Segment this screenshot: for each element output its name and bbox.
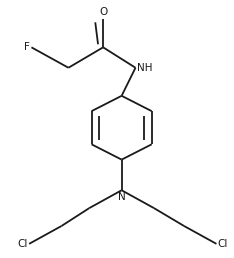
Text: Cl: Cl (218, 239, 228, 249)
Text: NH: NH (137, 63, 153, 73)
Text: N: N (118, 192, 125, 202)
Text: F: F (24, 42, 30, 52)
Text: O: O (99, 7, 107, 17)
Text: Cl: Cl (18, 239, 28, 249)
